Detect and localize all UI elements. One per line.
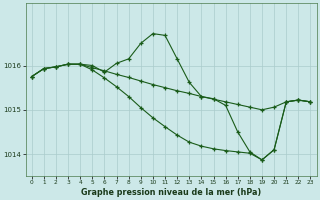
X-axis label: Graphe pression niveau de la mer (hPa): Graphe pression niveau de la mer (hPa) bbox=[81, 188, 261, 197]
